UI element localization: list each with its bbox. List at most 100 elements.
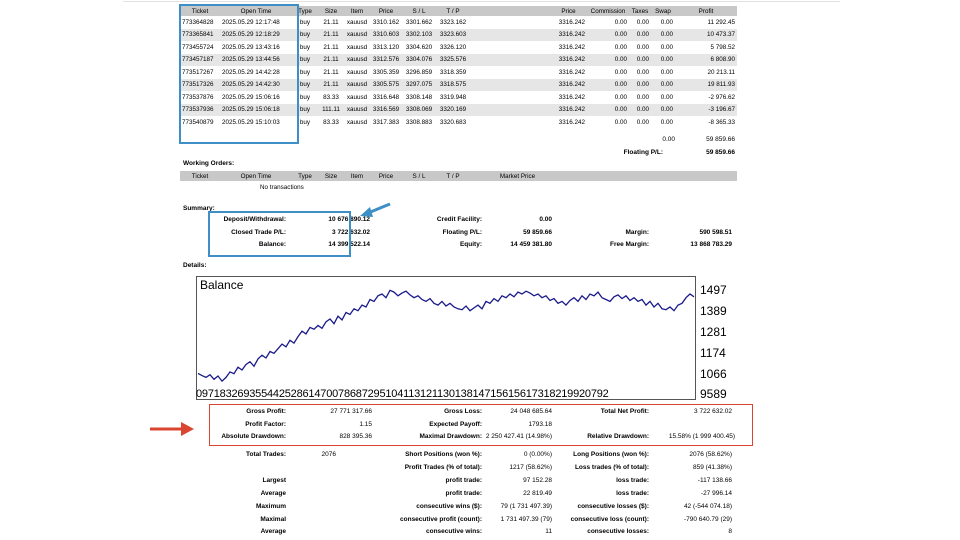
max-cons-wins-value: 79 (1 731 497.39) [500, 503, 552, 510]
floating-label: Floating P/L: [623, 149, 663, 156]
closed-label: Closed Trade P/L: [231, 229, 286, 236]
table-cell [470, 66, 550, 79]
table-cell: 0.00 [651, 78, 675, 91]
table-cell [470, 91, 550, 104]
summary-highlight-box [208, 211, 351, 257]
table-cell: 0.00 [614, 68, 627, 76]
chart-title: Balance [200, 278, 244, 292]
blue-arrow-icon [360, 202, 391, 217]
working-orders-header-cell: T / P [436, 171, 470, 181]
gross-loss-value: 24 048 685.64 [510, 408, 552, 415]
table-cell: xauusd [346, 68, 368, 76]
avg-cons-wins-label: consecutive wins: [426, 528, 482, 535]
positions-header-cell: S / L [402, 6, 436, 16]
table-cell: 0.00 [651, 103, 675, 116]
table-cell: 3316.242 [550, 28, 587, 41]
positions-header-cell [470, 6, 550, 16]
balance-chart-svg [197, 289, 695, 383]
positions-header-cell: Open Time [220, 6, 292, 16]
table-cell: 3318.575 [436, 78, 470, 91]
table-cell: 6 808.90 [675, 53, 737, 66]
table-cell: -3 196.67 [675, 103, 737, 116]
table-cell [470, 103, 550, 116]
total-net-value: 3 722 632.02 [694, 408, 732, 415]
max-dd-value: 2 250 427.41 (14.98%) [485, 433, 552, 440]
table-cell: 3305.359 [372, 68, 400, 76]
abs-dd-value: 828 395.36 [339, 433, 372, 440]
table-cell: 3301.662 [405, 18, 433, 26]
positions-total-row: 0.00 59 859.66 [180, 136, 737, 148]
table-cell: 0.00 [629, 103, 651, 116]
table-cell: 3316.242 [558, 93, 585, 101]
no-transactions: No transactions [260, 183, 304, 191]
gross-profit-label: Gross Profit: [246, 408, 286, 415]
table-cell: 3308.883 [405, 118, 433, 126]
chart-y-tick: 1281 [700, 325, 727, 339]
max-cons-losses-value: 42 (-544 074.18) [683, 503, 732, 510]
chart-x-ticks: 0971832693554425286147007868729510411312… [196, 388, 609, 400]
table-cell: 0.00 [636, 68, 649, 76]
table-cell: 2025.05.29 13:43:16 [222, 43, 280, 51]
table-cell: 3320.683 [439, 118, 467, 126]
working-orders-header-filler [565, 171, 737, 181]
table-cell: buy [299, 43, 311, 51]
table-cell: xauusd [344, 53, 370, 66]
credit-label: Credit Facility: [436, 216, 482, 223]
table-cell: 773457187 [180, 53, 220, 66]
table-cell: 0.00 [614, 118, 627, 126]
maximal-cons-profit-label: consecutive profit (count): [400, 516, 482, 523]
table-cell: 3312.576 [370, 53, 402, 66]
abs-dd-label: Absolute Drawdown: [221, 433, 286, 440]
table-cell: 0.00 [660, 118, 673, 126]
equity-value: 14 459 381.80 [510, 241, 552, 248]
table-cell: xauusd [346, 18, 368, 26]
table-cell: 0.00 [660, 68, 673, 76]
table-cell: 21.11 [318, 78, 344, 91]
total-net-label: Total Net Profit: [600, 408, 649, 415]
red-arrow-icon [150, 422, 194, 436]
stats-row-10: Average consecutive wins: 11 consecutive… [180, 528, 737, 540]
table-cell: 20 213.11 [707, 68, 735, 76]
table-row: 773537936 2025.05.29 15:06:18 buy 111.11 xau… [180, 103, 737, 116]
table-cell: 2025.05.29 13:44:56 [220, 53, 292, 66]
table-cell: 0.00 [651, 53, 675, 66]
table-cell: 0.00 [587, 78, 629, 91]
table-cell: -2 976.62 [708, 93, 735, 101]
largest-profit-label: profit trade: [445, 477, 482, 484]
margin-value: 590 598.51 [699, 229, 732, 236]
credit-value: 0.00 [539, 216, 552, 223]
table-cell: 21.11 [323, 18, 339, 26]
chart-y-tick: 9589 [700, 387, 727, 401]
table-cell [470, 78, 550, 91]
table-row: 773365841 2025.05.29 12:18:29 buy 21.11 xauu… [180, 28, 737, 41]
table-cell: 21.11 [318, 28, 344, 41]
largest-profit-value: 97 152.28 [523, 477, 552, 484]
floating-row: Floating P/L: 59 859.66 [180, 149, 737, 161]
stats-row-7: Average profit trade: 22 819.49 loss tra… [180, 490, 737, 502]
table-row: 773517326 2025.05.29 14:42:30 buy 21.11 xauu… [180, 78, 737, 91]
table-cell: 0.00 [651, 28, 675, 41]
table-row: 773455724 2025.05.29 13:43:16 buy 21.11 xauu… [180, 41, 737, 54]
expected-payoff-value: 1793.18 [528, 421, 553, 428]
table-cell: xauusd [344, 103, 370, 116]
positions-header-cell: Type [292, 6, 318, 16]
max-cons-losses-label: consecutive losses ($): [577, 503, 649, 510]
table-cell: 0.00 [587, 28, 629, 41]
summary-title: Summary: [183, 205, 215, 212]
rel-dd-label: Relative Drawdown: [587, 433, 649, 440]
table-cell: 3304.620 [405, 43, 433, 51]
table-cell: 0.00 [614, 93, 627, 101]
table-cell: 3318.359 [439, 68, 467, 76]
stats-row-1: Gross Profit: 27 771 317.66 Gross Loss: … [180, 408, 737, 420]
table-cell: 0.00 [629, 53, 651, 66]
summary-floating-label: Floating P/L: [442, 229, 482, 236]
ticket-highlight-box [179, 4, 299, 144]
table-cell: 773455724 [182, 43, 214, 51]
table-cell: 773540879 [182, 118, 214, 126]
avg-cons-wins-value: 11 [545, 528, 552, 535]
balance-chart: Balance [196, 276, 696, 400]
table-cell: 0.00 [636, 18, 649, 26]
average-loss-value: -27 996.14 [700, 490, 732, 497]
table-cell [470, 16, 550, 29]
